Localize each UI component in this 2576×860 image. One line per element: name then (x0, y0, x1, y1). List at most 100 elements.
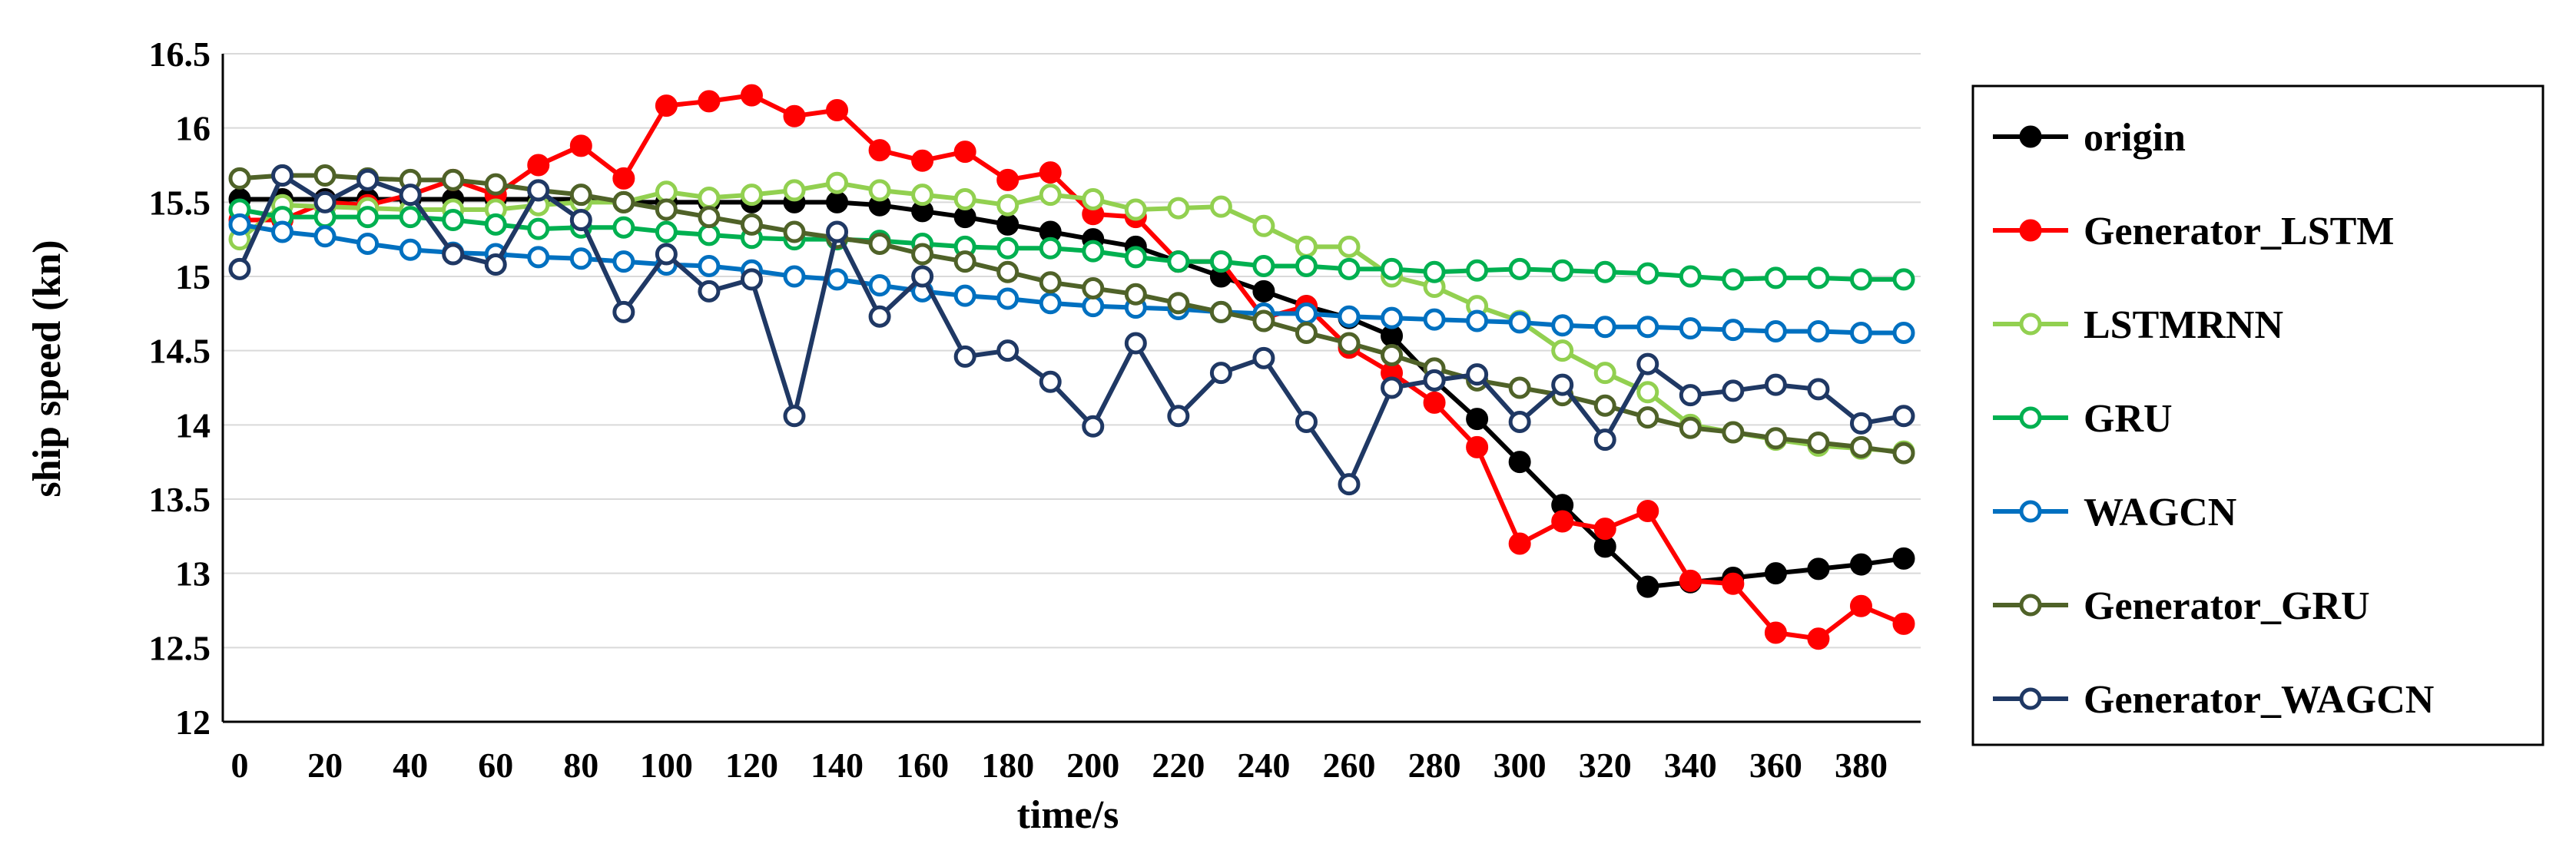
data-point (1636, 381, 1659, 404)
data-point (527, 246, 550, 269)
data-point (1466, 435, 1489, 458)
legend-item-origin: origin (1993, 116, 2186, 160)
data-point (1209, 195, 1232, 218)
data-point (569, 134, 592, 157)
data-point (442, 209, 465, 232)
legend-label: origin (2084, 116, 2186, 160)
x-tick-label: 60 (478, 746, 513, 785)
data-point (953, 206, 976, 229)
data-point (698, 280, 721, 303)
data-point (484, 173, 507, 196)
legend-label: LSTMRNN (2084, 303, 2283, 347)
legend-marker-swatch (2019, 594, 2042, 617)
data-point (612, 216, 635, 239)
data-point (1124, 283, 1147, 306)
legend-item-lstmrnn: LSTMRNN (1993, 303, 2283, 347)
data-point (826, 190, 849, 213)
data-point (1764, 320, 1787, 343)
data-point (996, 339, 1019, 362)
data-point (1039, 271, 1062, 294)
data-point (1593, 260, 1616, 283)
legend-label: GRU (2084, 397, 2173, 441)
x-tick-label: 380 (1835, 746, 1888, 785)
legend: origin Generator_LSTM LSTMRNN GRU WAGCN Gener… (1971, 84, 2545, 746)
data-point (1551, 339, 1574, 362)
legend-label: Generator_GRU (2084, 584, 2370, 628)
x-axis-title: time/s (1017, 793, 1119, 837)
data-point (698, 254, 721, 277)
data-point (1551, 259, 1574, 282)
series-lstmrnn (228, 171, 1915, 463)
data-point (1252, 254, 1275, 277)
data-point (783, 104, 806, 127)
data-point (1082, 415, 1105, 438)
data-point (399, 238, 422, 261)
data-point (655, 220, 678, 243)
data-point (612, 250, 635, 273)
data-point (740, 268, 763, 291)
data-point (1039, 184, 1062, 207)
data-point (1252, 346, 1275, 369)
data-point (313, 225, 337, 248)
data-point (228, 213, 251, 236)
data-point (868, 274, 891, 297)
data-point (356, 206, 380, 229)
data-point (1508, 532, 1531, 555)
data-point (953, 284, 976, 307)
data-point (1593, 535, 1616, 558)
y-tick-label: 14.5 (149, 332, 211, 371)
data-point (868, 179, 891, 202)
data-point (911, 184, 934, 207)
legend-item-generator-lstm: Generator_LSTM (1993, 210, 2394, 253)
data-point (1593, 428, 1616, 452)
plot-area: 12 12.5 13 13.5 14 14.5 15 15.5 16 16.5 0 20 40 60 80 1… (149, 35, 1921, 785)
data-point (1892, 442, 1915, 465)
data-point (740, 184, 763, 207)
data-point (1807, 557, 1830, 580)
data-point (1593, 518, 1616, 541)
data-point (569, 247, 592, 270)
data-point (399, 184, 422, 207)
data-point (1807, 627, 1830, 650)
legend-marker-swatch (2019, 313, 2042, 336)
data-point (1892, 321, 1915, 344)
data-point (1381, 376, 1404, 399)
x-tick-label: 220 (1152, 746, 1205, 785)
y-tick-label: 14 (175, 405, 211, 445)
y-tick-label: 15.5 (149, 183, 211, 222)
data-point (1551, 314, 1574, 337)
data-point (1679, 265, 1702, 288)
data-point (868, 232, 891, 255)
legend-marker-swatch (2019, 219, 2042, 242)
data-point (569, 184, 592, 207)
legend-item-gru: GRU (1993, 397, 2173, 441)
data-point (1466, 363, 1489, 386)
data-point (1338, 332, 1361, 355)
data-point (953, 345, 976, 368)
data-point (1849, 553, 1872, 576)
data-point (1636, 575, 1659, 598)
legend-label: Generator_LSTM (2084, 210, 2394, 253)
data-point (1636, 499, 1659, 522)
series-line (238, 180, 1905, 455)
data-point (1338, 235, 1361, 258)
data-point (868, 305, 891, 328)
data-point (1722, 379, 1745, 402)
data-point (1849, 321, 1872, 344)
data-point (1252, 214, 1275, 237)
data-point (1167, 250, 1190, 273)
x-tick-label: 0 (231, 746, 249, 785)
data-point (442, 243, 465, 266)
data-point (527, 179, 550, 202)
x-tick-label: 320 (1579, 746, 1632, 785)
data-point (1423, 308, 1446, 331)
data-point (1082, 295, 1105, 318)
x-tick-label: 140 (811, 746, 864, 785)
y-tick-label: 13.5 (149, 480, 211, 519)
data-point (1252, 280, 1275, 303)
data-point (1722, 268, 1745, 291)
x-tick-label: 200 (1066, 746, 1119, 785)
data-point (783, 179, 806, 202)
data-point (1338, 305, 1361, 328)
data-point (612, 167, 635, 190)
